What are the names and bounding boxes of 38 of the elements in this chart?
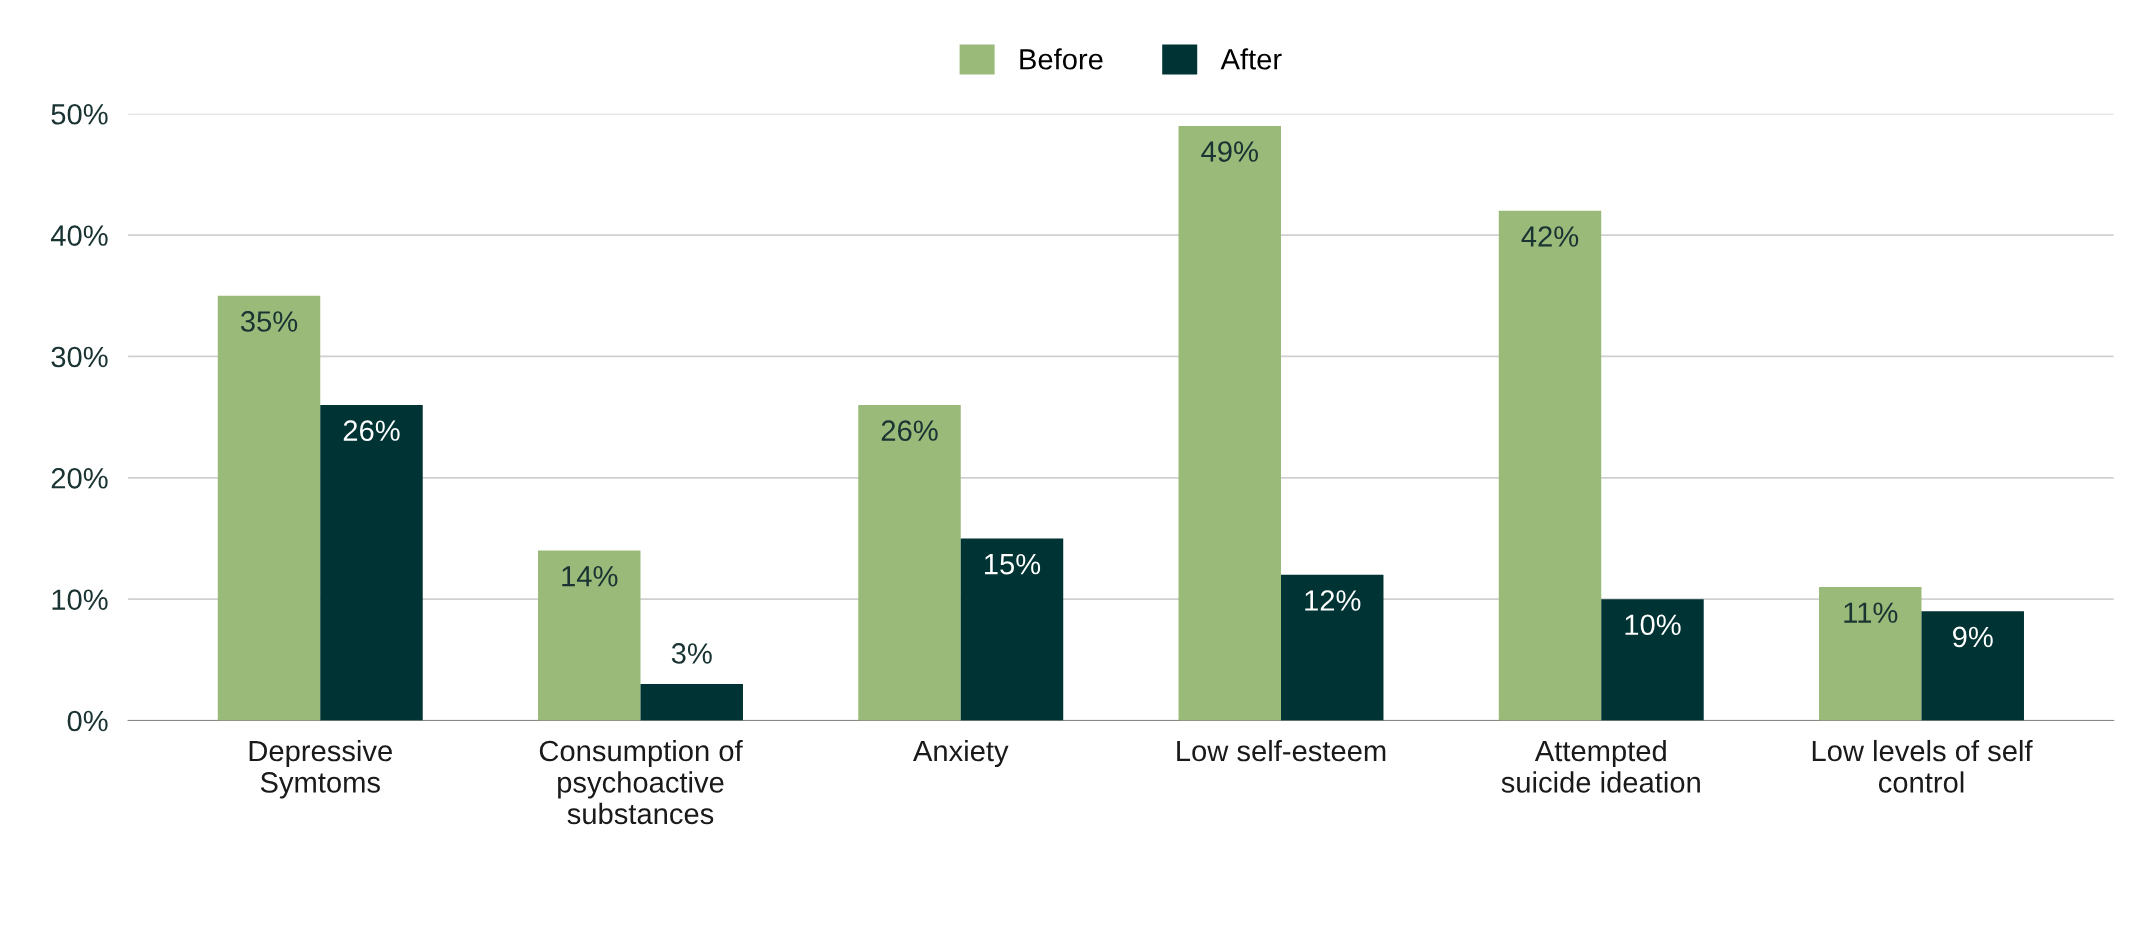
bar (1601, 599, 1704, 721)
x-tick-label: Consumption of psychoactive substances (539, 739, 743, 825)
bar (1921, 611, 2024, 721)
data-label: 42% (1521, 226, 1579, 247)
data-label: 3% (671, 643, 712, 664)
data-label: 10% (1625, 614, 1681, 636)
legend-label: Before (1020, 48, 1103, 70)
y-tick-label: 10% (52, 589, 108, 610)
bar (858, 404, 961, 721)
bar (538, 550, 641, 721)
y-tick-label: 40% (50, 225, 108, 246)
bar (320, 404, 423, 721)
bar (1819, 587, 1922, 721)
data-label: 14% (562, 566, 618, 587)
x-tick-label: Anxiety (912, 739, 1009, 768)
x-tick-label: Attempted suicide ideation (1501, 739, 1700, 793)
legend-label: After (1220, 48, 1282, 70)
y-tick-label: 30% (51, 346, 108, 368)
y-tick-label: 50% (51, 103, 108, 125)
x-tick-label: Depressive Symtoms (249, 739, 392, 799)
bar (1498, 210, 1602, 721)
data-label: 49% (1201, 141, 1258, 162)
data-label: 11% (1844, 602, 1898, 623)
bar (1281, 574, 1384, 721)
bar (640, 684, 743, 721)
y-tick-label: 20% (51, 467, 108, 489)
data-label: 12% (1305, 590, 1361, 611)
x-tick-label: Low self-esteem (1177, 739, 1386, 762)
data-label: 15% (985, 553, 1041, 575)
data-label: 26% (343, 420, 400, 441)
data-label: 35% (240, 311, 298, 332)
bar (1178, 125, 1281, 721)
y-tick-label: 0% (67, 710, 108, 732)
data-label: 9% (1953, 626, 1993, 648)
x-tick-label: Low levels of self control (1812, 739, 2033, 793)
bar (960, 538, 1064, 721)
data-label: 26% (881, 420, 938, 441)
bar (217, 295, 321, 721)
